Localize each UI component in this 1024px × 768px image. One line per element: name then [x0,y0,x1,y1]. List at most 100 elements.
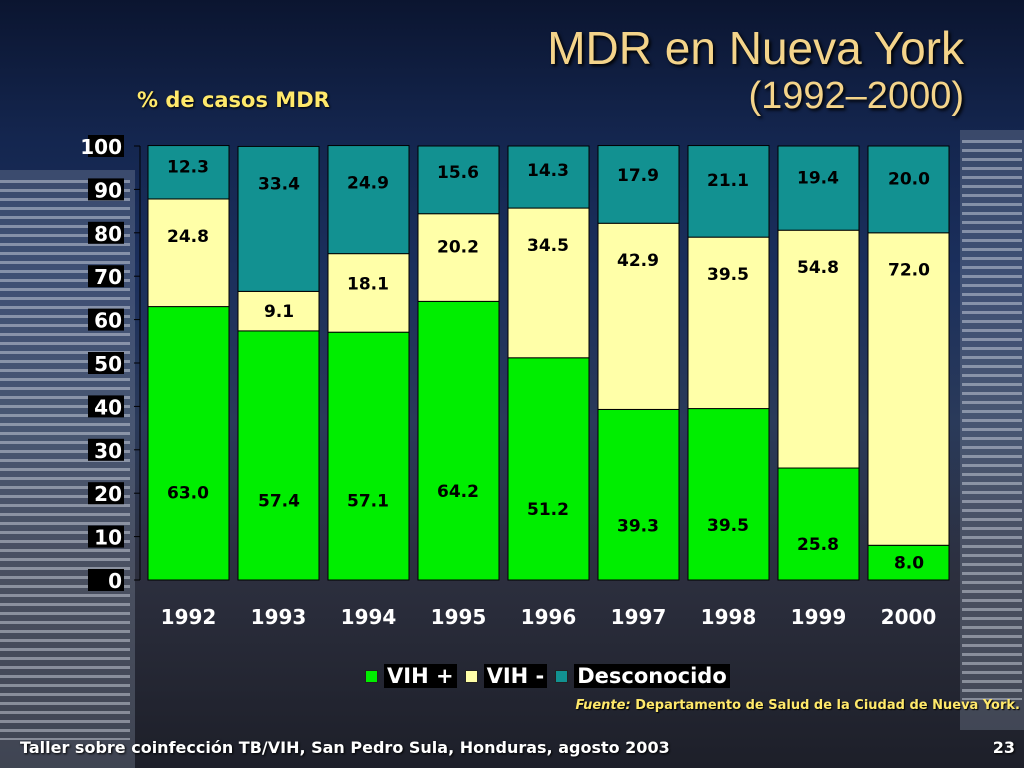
bar-segment [507,207,590,359]
data-label: 39.5 [707,265,749,285]
data-label: 20.0 [888,170,930,190]
bar-segment [147,145,230,200]
title-line2: (1992–2000) [748,75,964,117]
data-label: 17.9 [617,166,659,186]
data-label: 18.1 [347,274,389,294]
x-tick-label: 1999 [791,605,847,629]
stacked-bar-chart: 0 10 20 30 40 50 60 70 80 90 100 1992 1993 1994 1995 19… [80,135,950,629]
background-building [960,130,1024,730]
data-label: 21.1 [707,171,749,191]
data-label: 25.8 [797,535,839,555]
data-label: 8.0 [894,554,924,574]
y-tick-label-bg [88,482,124,505]
footer-text: Taller sobre coinfección TB/VIH, San Ped… [20,738,670,757]
data-label: 9.1 [264,302,294,322]
data-label: 12.3 [167,157,209,177]
y-tick-label-bg [88,308,124,331]
bar-segment [867,232,950,546]
source-text: Departamento de Salud de la Ciudad de Nu… [635,698,1020,713]
y-tick-label-bg [88,525,124,548]
y-tick-label: 0 [108,569,122,593]
x-tick-label: 1997 [611,605,667,629]
x-tick-label: 1993 [251,605,307,629]
data-label: 51.2 [527,500,569,520]
bar-segment [597,408,680,581]
y-tick-label: 60 [94,309,122,333]
bar-segment [867,145,950,234]
y-tick-label-bg [88,569,124,591]
y-tick-label: 10 [94,526,122,550]
bar-segment [687,408,770,581]
data-label: 57.4 [258,491,300,511]
bar-segment [237,330,320,581]
data-label: 33.4 [258,174,300,194]
data-label: 72.0 [888,261,930,281]
y-tick-label-bg [88,438,124,461]
source-label: Fuente: [575,698,631,713]
y-tick-label: 90 [94,178,122,202]
bar-segment [597,145,680,224]
bar-segment [237,145,320,292]
x-tick-label: 2000 [881,605,937,629]
legend-swatch-desconocido [555,669,569,683]
slide-footer: Taller sobre coinfección TB/VIH, San Ped… [20,738,1015,757]
bar-segment [327,331,410,581]
bar-segment [147,198,230,308]
bar-segment [687,145,770,238]
y-tick-label: 100 [80,135,122,159]
data-label: 24.9 [347,173,389,193]
data-label: 15.6 [437,163,479,183]
data-label: 64.2 [437,482,479,502]
legend-label-desconocido: Desconocido [574,664,730,688]
data-label: 39.5 [707,516,749,536]
y-tick-label: 30 [94,439,122,463]
bar-segment [507,145,590,209]
y-tick-label-bg [88,265,124,288]
y-tick-label: 40 [94,395,122,419]
bar-segment [687,236,770,410]
data-label: 42.9 [617,251,659,271]
bar-segment [867,544,950,581]
legend-item-vih-neg: VIH - [464,664,548,688]
y-axis-label: % de casos MDR [137,88,330,112]
y-tick-label-bg [88,395,124,418]
bar-segment [417,145,500,215]
y-tick-label-bg [88,352,124,374]
y-tick-label-bg [88,178,124,201]
bar-segment [777,467,860,581]
title-line1: MDR en Nueva York [547,22,964,74]
bar-segment [327,145,410,255]
slide-number: 23 [992,738,1015,757]
y-tick-label: 50 [94,352,122,376]
background-windows [962,140,1022,700]
bar-segment [777,229,860,469]
y-tick-label: 80 [94,222,122,246]
bar-segment [507,357,590,581]
data-label: 39.3 [617,516,659,536]
data-label: 57.1 [347,492,389,512]
data-label: 14.3 [527,161,569,181]
bar-segment [417,300,500,581]
source-note: Fuente: Departamento de Salud de la Ciud… [575,698,1020,713]
y-tick-label: 70 [94,265,122,289]
bar-segment [147,306,230,581]
data-label: 19.4 [797,169,839,189]
legend-item-desconocido: Desconocido [555,664,730,688]
x-tick-label: 1992 [161,605,217,629]
x-tick-label: 1994 [341,605,397,629]
legend-label-vih-pos: VIH + [384,664,457,688]
data-label: 54.8 [797,258,839,278]
slide-title: MDR en Nueva York (1992–2000) [547,22,964,118]
data-label: 34.5 [527,236,569,256]
bar-segment [777,145,860,231]
bar-segment [597,222,680,410]
x-tick-label: 1995 [431,605,487,629]
y-tick-label-bg [88,221,124,244]
data-label: 24.8 [167,227,209,247]
legend-item-vih-pos: VIH + [365,664,457,688]
x-tick-label: 1996 [521,605,577,629]
data-label: 63.0 [167,484,209,504]
y-tick-label-bg [88,135,124,157]
bar-segment [327,253,410,333]
legend: VIH + VIH - Desconocido [365,664,738,688]
